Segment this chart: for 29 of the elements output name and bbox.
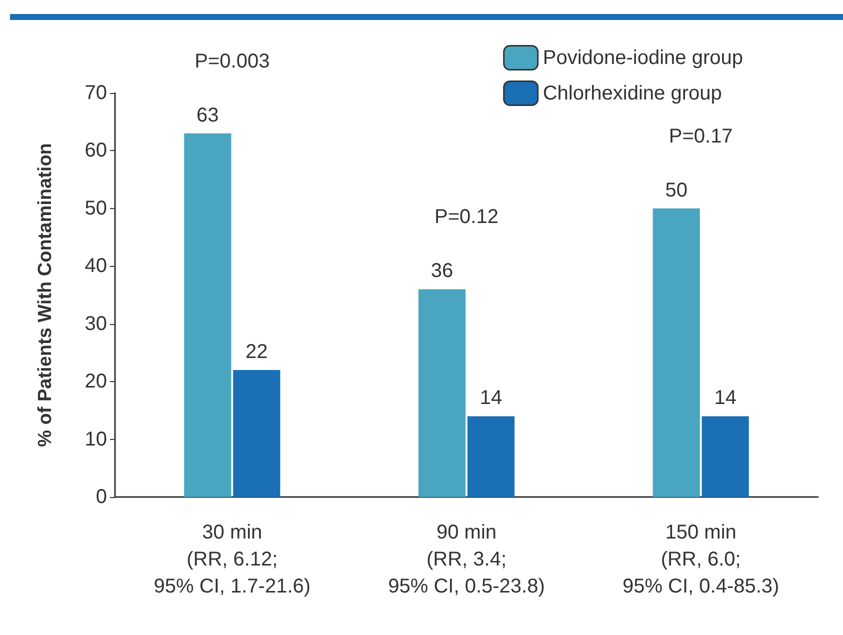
data-label: 22 <box>246 341 268 364</box>
legend-label: Chlorhexidine group <box>542 82 722 104</box>
annotation: P=0.17 <box>668 125 733 148</box>
bar <box>467 416 515 497</box>
bar <box>702 416 749 497</box>
bar <box>233 370 280 497</box>
text: P=0.003 <box>194 50 270 72</box>
data-label: 36 <box>430 260 454 282</box>
x-tick-label: 30 min (RR, 6.12; 95% CI, 1.7-21.6) <box>154 522 311 598</box>
y-tick-label: 40 <box>84 255 107 278</box>
y-tick-label: 70 <box>84 82 107 104</box>
y-axis-title: % of Patients With Contamination <box>35 143 56 447</box>
y-tick-label: 60 <box>84 140 107 162</box>
bar <box>418 289 466 497</box>
data-label: 63 <box>196 104 219 126</box>
data-label: 14 <box>480 387 502 410</box>
x-tick-label: 90 min (RR, 3.4; 95% CI, 0.5-23.8) <box>388 522 545 598</box>
y-tick-label: 50 <box>84 197 107 220</box>
data-label: 14 <box>714 387 736 410</box>
bar <box>652 208 700 497</box>
bar <box>184 133 232 497</box>
legend-label: Povidone-iodine group <box>542 46 744 69</box>
x-tick-label: 150 min (RR, 6.0; 95% CI, 0.4-85.3) <box>622 522 780 598</box>
data-label: 50 <box>665 179 688 202</box>
y-tick-label: 10 <box>84 428 107 450</box>
y-tick-label: 20 <box>84 370 107 393</box>
y-tick-label: 30 <box>84 312 107 335</box>
y-tick-label: 0 <box>96 486 107 508</box>
annotation: P=0.12 <box>434 206 498 228</box>
